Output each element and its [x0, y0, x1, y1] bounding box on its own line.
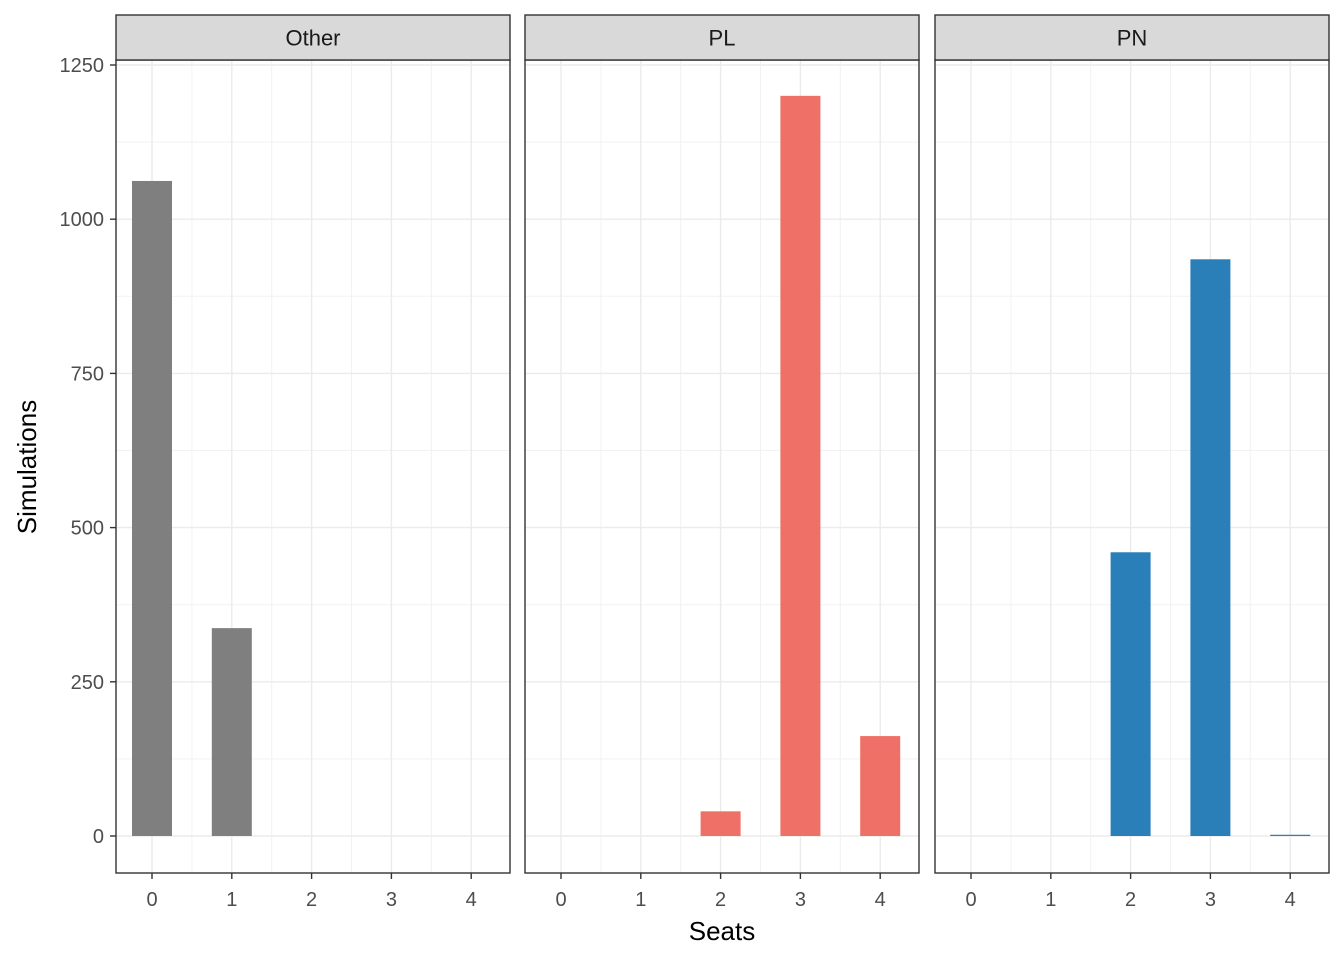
y-tick-label: 250 [71, 672, 104, 694]
bar-other-1 [211, 628, 252, 836]
x-tick-label: 1 [226, 889, 237, 911]
x-tick-label: 4 [466, 889, 477, 911]
x-axis-title: Seats [689, 916, 756, 946]
panel-other: Other 0 1 2 3 4 [115, 14, 511, 911]
y-tick-label: 500 [71, 518, 104, 540]
x-tick-label: 2 [715, 889, 726, 911]
bar-pn-2 [1110, 552, 1151, 836]
x-tick-label: 4 [875, 889, 886, 911]
bar-pn-3 [1190, 259, 1231, 836]
facet-strip [115, 14, 511, 61]
x-tick-label: 1 [1045, 889, 1056, 911]
panel-pn: PN 0 1 2 3 4 [934, 14, 1330, 911]
bar-other-0 [132, 180, 172, 837]
facet-strip-label: Other [285, 26, 340, 51]
panel-background [525, 60, 919, 873]
panel-pl: PL 0 1 2 3 4 [524, 14, 920, 911]
x-tick-label: 3 [386, 889, 397, 911]
facet-strip [934, 14, 1330, 61]
x-tick-label: 2 [1125, 889, 1136, 911]
bar-pn-4 [1270, 834, 1311, 836]
x-tick-label: 1 [635, 889, 646, 911]
y-tick-label: 750 [71, 363, 104, 385]
x-tick-label: 4 [1285, 889, 1296, 911]
y-tick-label: 1250 [60, 55, 105, 77]
facet-strip-label: PL [709, 26, 736, 51]
bar-pl-4 [860, 736, 901, 836]
x-tick-label: 2 [306, 889, 317, 911]
x-tick-label: 0 [555, 889, 566, 911]
x-tick-label: 3 [1205, 889, 1216, 911]
y-axis: 0 250 500 750 1000 1250 [60, 55, 116, 848]
x-tick-label: 0 [146, 889, 157, 911]
panel-background [116, 60, 510, 873]
facet-strip-label: PN [1117, 26, 1148, 51]
facet-strip [524, 14, 920, 61]
y-tick-label: 1000 [60, 209, 105, 231]
x-tick-label: 0 [965, 889, 976, 911]
y-axis-title: Simulations [12, 400, 42, 534]
panels-layer: Other 0 1 2 3 4 PL 0 1 2 3 4 PN 0 1 2 3 4 [115, 14, 1330, 911]
x-tick-label: 3 [795, 889, 806, 911]
bar-pl-3 [780, 95, 821, 837]
y-tick-label: 0 [93, 826, 104, 848]
bar-pl-2 [700, 811, 741, 836]
